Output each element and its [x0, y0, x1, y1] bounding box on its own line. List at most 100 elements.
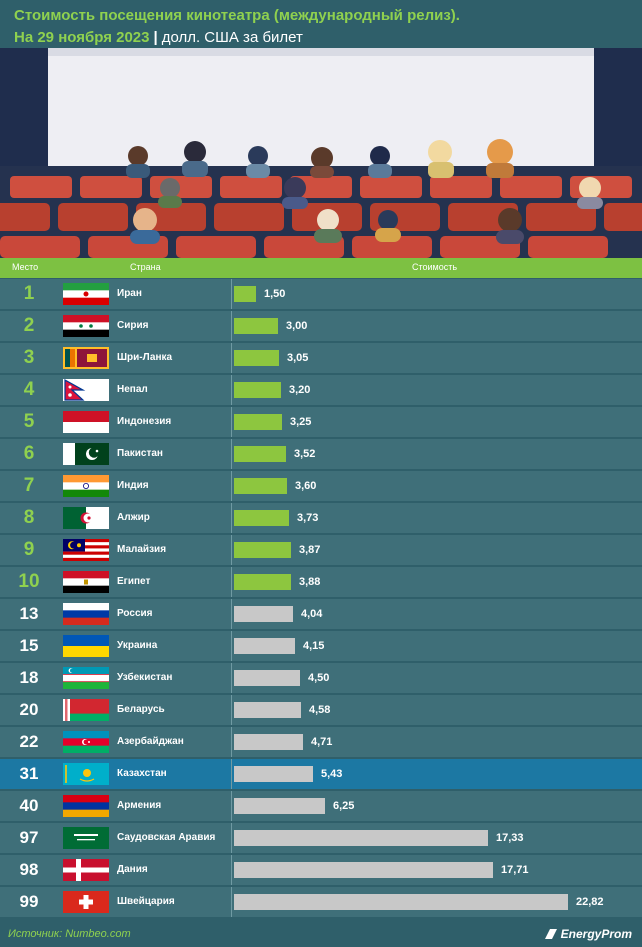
axis-line	[231, 727, 232, 757]
rank-number: 4	[23, 379, 35, 400]
value-label: 22,82	[576, 896, 604, 908]
rank-number: 22	[19, 732, 39, 751]
value-bar	[234, 510, 289, 526]
country-name: Шри-Ланка	[117, 352, 173, 363]
table-row: 7 Индия 3,60	[0, 471, 642, 501]
country-name: Иран	[117, 288, 142, 299]
chart-footer: Источник: Numbeo.com EnergyProm	[0, 922, 642, 947]
column-header-bar: Место Страна Стоимость	[0, 258, 642, 278]
rank-number: 10	[18, 571, 40, 592]
energyprom-logo: EnergyProm	[544, 927, 632, 941]
chart-date: На 29 ноября 2023	[14, 29, 150, 46]
indonesia-flag-icon	[63, 411, 109, 433]
table-row: 3 Шри-Ланка 3,05	[0, 343, 642, 373]
value-label: 3,52	[294, 448, 316, 460]
value-label: 3,20	[289, 384, 311, 396]
nepal-flag-icon	[63, 379, 109, 401]
table-row: 31 Казахстан 5,43	[0, 759, 642, 789]
value-label: 3,25	[290, 416, 312, 428]
country-name: Украина	[117, 640, 158, 651]
value-label: 4,50	[308, 672, 330, 684]
axis-line	[231, 855, 232, 885]
value-label: 3,73	[297, 512, 319, 524]
value-bar	[234, 670, 300, 686]
value-bar	[234, 606, 293, 622]
country-name: Пакистан	[117, 448, 163, 459]
value-label: 4,58	[309, 704, 331, 716]
value-label: 3,00	[286, 320, 308, 332]
axis-line	[231, 535, 232, 565]
rank-number: 98	[19, 860, 39, 879]
value-label: 4,15	[303, 640, 325, 652]
value-label: 3,05	[287, 352, 309, 364]
subtitle-separator: |	[153, 29, 158, 46]
column-header-rank: Место	[12, 262, 39, 272]
country-name: Дания	[117, 864, 148, 875]
axis-line	[231, 887, 232, 917]
axis-line	[231, 599, 232, 629]
value-bar	[234, 734, 303, 750]
table-row: 9 Малайзия 3,87	[0, 535, 642, 565]
value-bar	[234, 766, 313, 782]
axis-line	[231, 503, 232, 533]
table-row: 10 Египет 3,88	[0, 567, 642, 597]
table-row: 6 Пакистан 3,52	[0, 439, 642, 469]
rank-number: 18	[19, 668, 39, 687]
axis-line	[231, 823, 232, 853]
axis-line	[231, 631, 232, 661]
rank-number: 20	[19, 700, 39, 719]
uzbekistan-flag-icon	[63, 667, 109, 689]
table-row: 22 Азербайджан 4,71	[0, 727, 642, 757]
table-row: 5 Индонезия 3,25	[0, 407, 642, 437]
axis-line	[231, 439, 232, 469]
rank-number: 5	[23, 411, 35, 432]
table-row: 1 Иран 1,50	[0, 279, 642, 309]
column-header-country: Страна	[130, 262, 161, 272]
iran-flag-icon	[63, 283, 109, 305]
rank-number: 13	[19, 604, 39, 623]
axis-line	[231, 663, 232, 693]
axis-line	[231, 279, 232, 309]
value-bar	[234, 638, 295, 654]
rank-number: 6	[23, 443, 35, 464]
axis-line	[231, 375, 232, 405]
axis-line	[231, 311, 232, 341]
table-row: 99 Швейцария 22,82	[0, 887, 642, 917]
cinema-illustration	[0, 48, 642, 258]
rank-number: 8	[23, 507, 35, 528]
table-row: 97 Саудовская Аравия 17,33	[0, 823, 642, 853]
value-bar	[234, 542, 291, 558]
country-name: Индия	[117, 480, 149, 491]
table-row: 2 Сирия 3,00	[0, 311, 642, 341]
axis-line	[231, 759, 232, 789]
value-label: 17,33	[496, 832, 524, 844]
axis-line	[231, 471, 232, 501]
value-label: 3,88	[299, 576, 321, 588]
rank-number: 9	[23, 539, 35, 560]
value-label: 5,43	[321, 768, 343, 780]
axis-line	[231, 695, 232, 725]
table-row: 13 Россия 4,04	[0, 599, 642, 629]
logo-text: EnergyProm	[560, 927, 632, 941]
rank-number: 97	[19, 828, 39, 847]
country-name: Саудовская Аравия	[117, 832, 216, 843]
value-bar	[234, 478, 287, 494]
country-name: Казахстан	[117, 768, 167, 779]
country-name: Алжир	[117, 512, 150, 523]
saudi-arabia-flag-icon	[63, 827, 109, 849]
russia-flag-icon	[63, 603, 109, 625]
value-label: 17,71	[501, 864, 529, 876]
algeria-flag-icon	[63, 507, 109, 529]
country-name: Азербайджан	[117, 736, 184, 747]
ukraine-flag-icon	[63, 635, 109, 657]
country-name: Сирия	[117, 320, 149, 331]
azerbaijan-flag-icon	[63, 731, 109, 753]
value-label: 4,04	[301, 608, 323, 620]
value-bar	[234, 286, 256, 302]
chart-subtitle: На 29 ноября 2023 | долл. США за билет	[14, 29, 303, 46]
syria-flag-icon	[63, 315, 109, 337]
value-label: 3,87	[299, 544, 321, 556]
rank-number: 40	[19, 796, 39, 815]
kazakhstan-flag-icon	[63, 763, 109, 785]
axis-line	[231, 567, 232, 597]
